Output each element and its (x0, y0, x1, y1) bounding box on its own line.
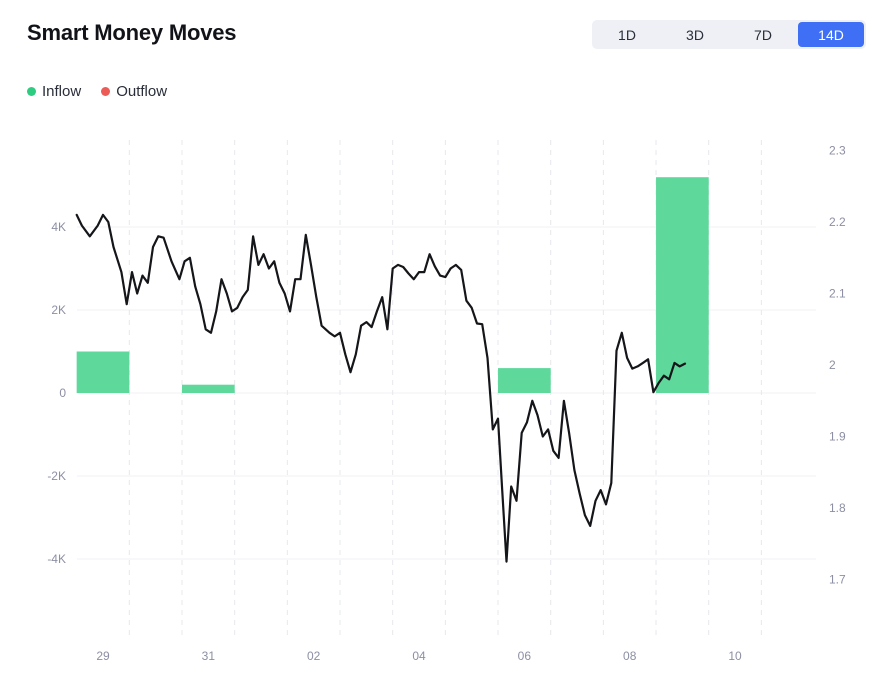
y-right-tick-label: 2.1 (829, 287, 846, 301)
inflow-bar (656, 177, 709, 393)
x-tick-label: 02 (307, 649, 321, 663)
y-right-tick-label: 2.2 (829, 215, 846, 229)
x-tick-label: 04 (412, 649, 426, 663)
y-left-tick-label: 2K (51, 303, 66, 317)
legend-item-outflow[interactable]: Outflow (101, 83, 167, 100)
x-tick-label: 06 (518, 649, 532, 663)
legend-item-inflow[interactable]: Inflow (27, 83, 81, 100)
y-left-tick-label: -4K (47, 552, 66, 566)
chart-legend: Inflow Outflow (27, 83, 187, 100)
inflow-bar (76, 351, 130, 393)
inflow-dot-icon (27, 87, 36, 96)
x-tick-label: 08 (623, 649, 637, 663)
inflow-bar (498, 368, 551, 393)
y-left-tick-label: 4K (51, 220, 66, 234)
x-tick-label: 29 (96, 649, 110, 663)
y-right-tick-label: 1.7 (829, 573, 846, 587)
y-right-tick-label: 2 (829, 358, 836, 372)
page-title: Smart Money Moves (27, 20, 237, 45)
outflow-dot-icon (101, 87, 111, 96)
y-right-tick-label: 1.8 (829, 501, 846, 515)
inflow-bar (182, 384, 235, 393)
range-7d-button[interactable]: 7D (754, 26, 772, 43)
y-right-tick-label: 2.3 (829, 144, 846, 158)
range-3d-button[interactable]: 3D (686, 26, 704, 43)
price-line (75, 213, 687, 563)
x-tick-label: 10 (728, 649, 742, 663)
y-left-tick-label: -2K (47, 469, 66, 483)
range-14d-button[interactable]: 14D (798, 22, 864, 47)
time-range-selector: 1D 3D 7D 14D (592, 20, 866, 49)
x-tick-label: 31 (202, 649, 216, 663)
range-1d-button[interactable]: 1D (618, 26, 636, 43)
y-right-tick-label: 1.9 (829, 430, 846, 444)
legend-label-outflow: Outflow (116, 83, 168, 100)
legend-label-inflow: Inflow (42, 83, 82, 100)
y-left-tick-label: 0 (59, 386, 66, 400)
